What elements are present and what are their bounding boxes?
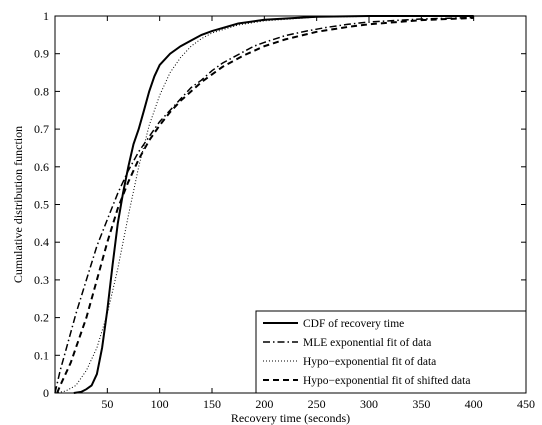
x-tick-label: 350 (412, 397, 430, 411)
x-tick-label: 50 (101, 397, 113, 411)
x-tick-label: 400 (465, 397, 483, 411)
x-tick-label: 300 (360, 397, 378, 411)
y-tick-label: 0.4 (34, 235, 49, 249)
x-tick-label: 100 (151, 397, 169, 411)
y-tick-label: 0.9 (34, 47, 49, 61)
legend: CDF of recovery time MLE exponential fit … (255, 310, 527, 394)
y-tick-label: 0.3 (34, 273, 49, 287)
x-tick-label: 450 (517, 397, 535, 411)
series-line-1 (73, 15, 474, 394)
plot-lines (54, 15, 474, 394)
legend-label-1: CDF of recovery time (303, 318, 404, 330)
y-tick-label: 0 (43, 386, 49, 400)
series-line-2 (54, 16, 474, 394)
legend-box (255, 310, 527, 394)
y-tick-label: 0.8 (34, 84, 49, 98)
y-tick-label: 0.7 (34, 122, 49, 136)
legend-label-2: MLE exponential fit of data (303, 337, 431, 349)
x-axis-label: Recovery time (seconds) (231, 411, 350, 425)
x-tick-label: 150 (203, 397, 221, 411)
series-line-4 (56, 16, 474, 394)
legend-label-4: Hypo−exponential fit of shifted data (303, 375, 470, 387)
legend-label-3: Hypo−exponential fit of data (303, 356, 436, 368)
tick-labels: 50 100 150 200 250 300 350 400 450 0 0.1 0.2 0.3 0.4 0… (34, 9, 535, 411)
x-tick-label: 250 (308, 397, 326, 411)
y-axis-label: Cumulative distribution function (11, 126, 25, 283)
y-tick-label: 0.6 (34, 160, 49, 174)
y-tick-label: 0.5 (34, 198, 49, 212)
y-tick-label: 0.1 (34, 348, 49, 362)
x-tick-label: 200 (255, 397, 273, 411)
y-tick-label: 0.2 (34, 311, 49, 325)
y-tick-label: 1 (43, 9, 49, 23)
